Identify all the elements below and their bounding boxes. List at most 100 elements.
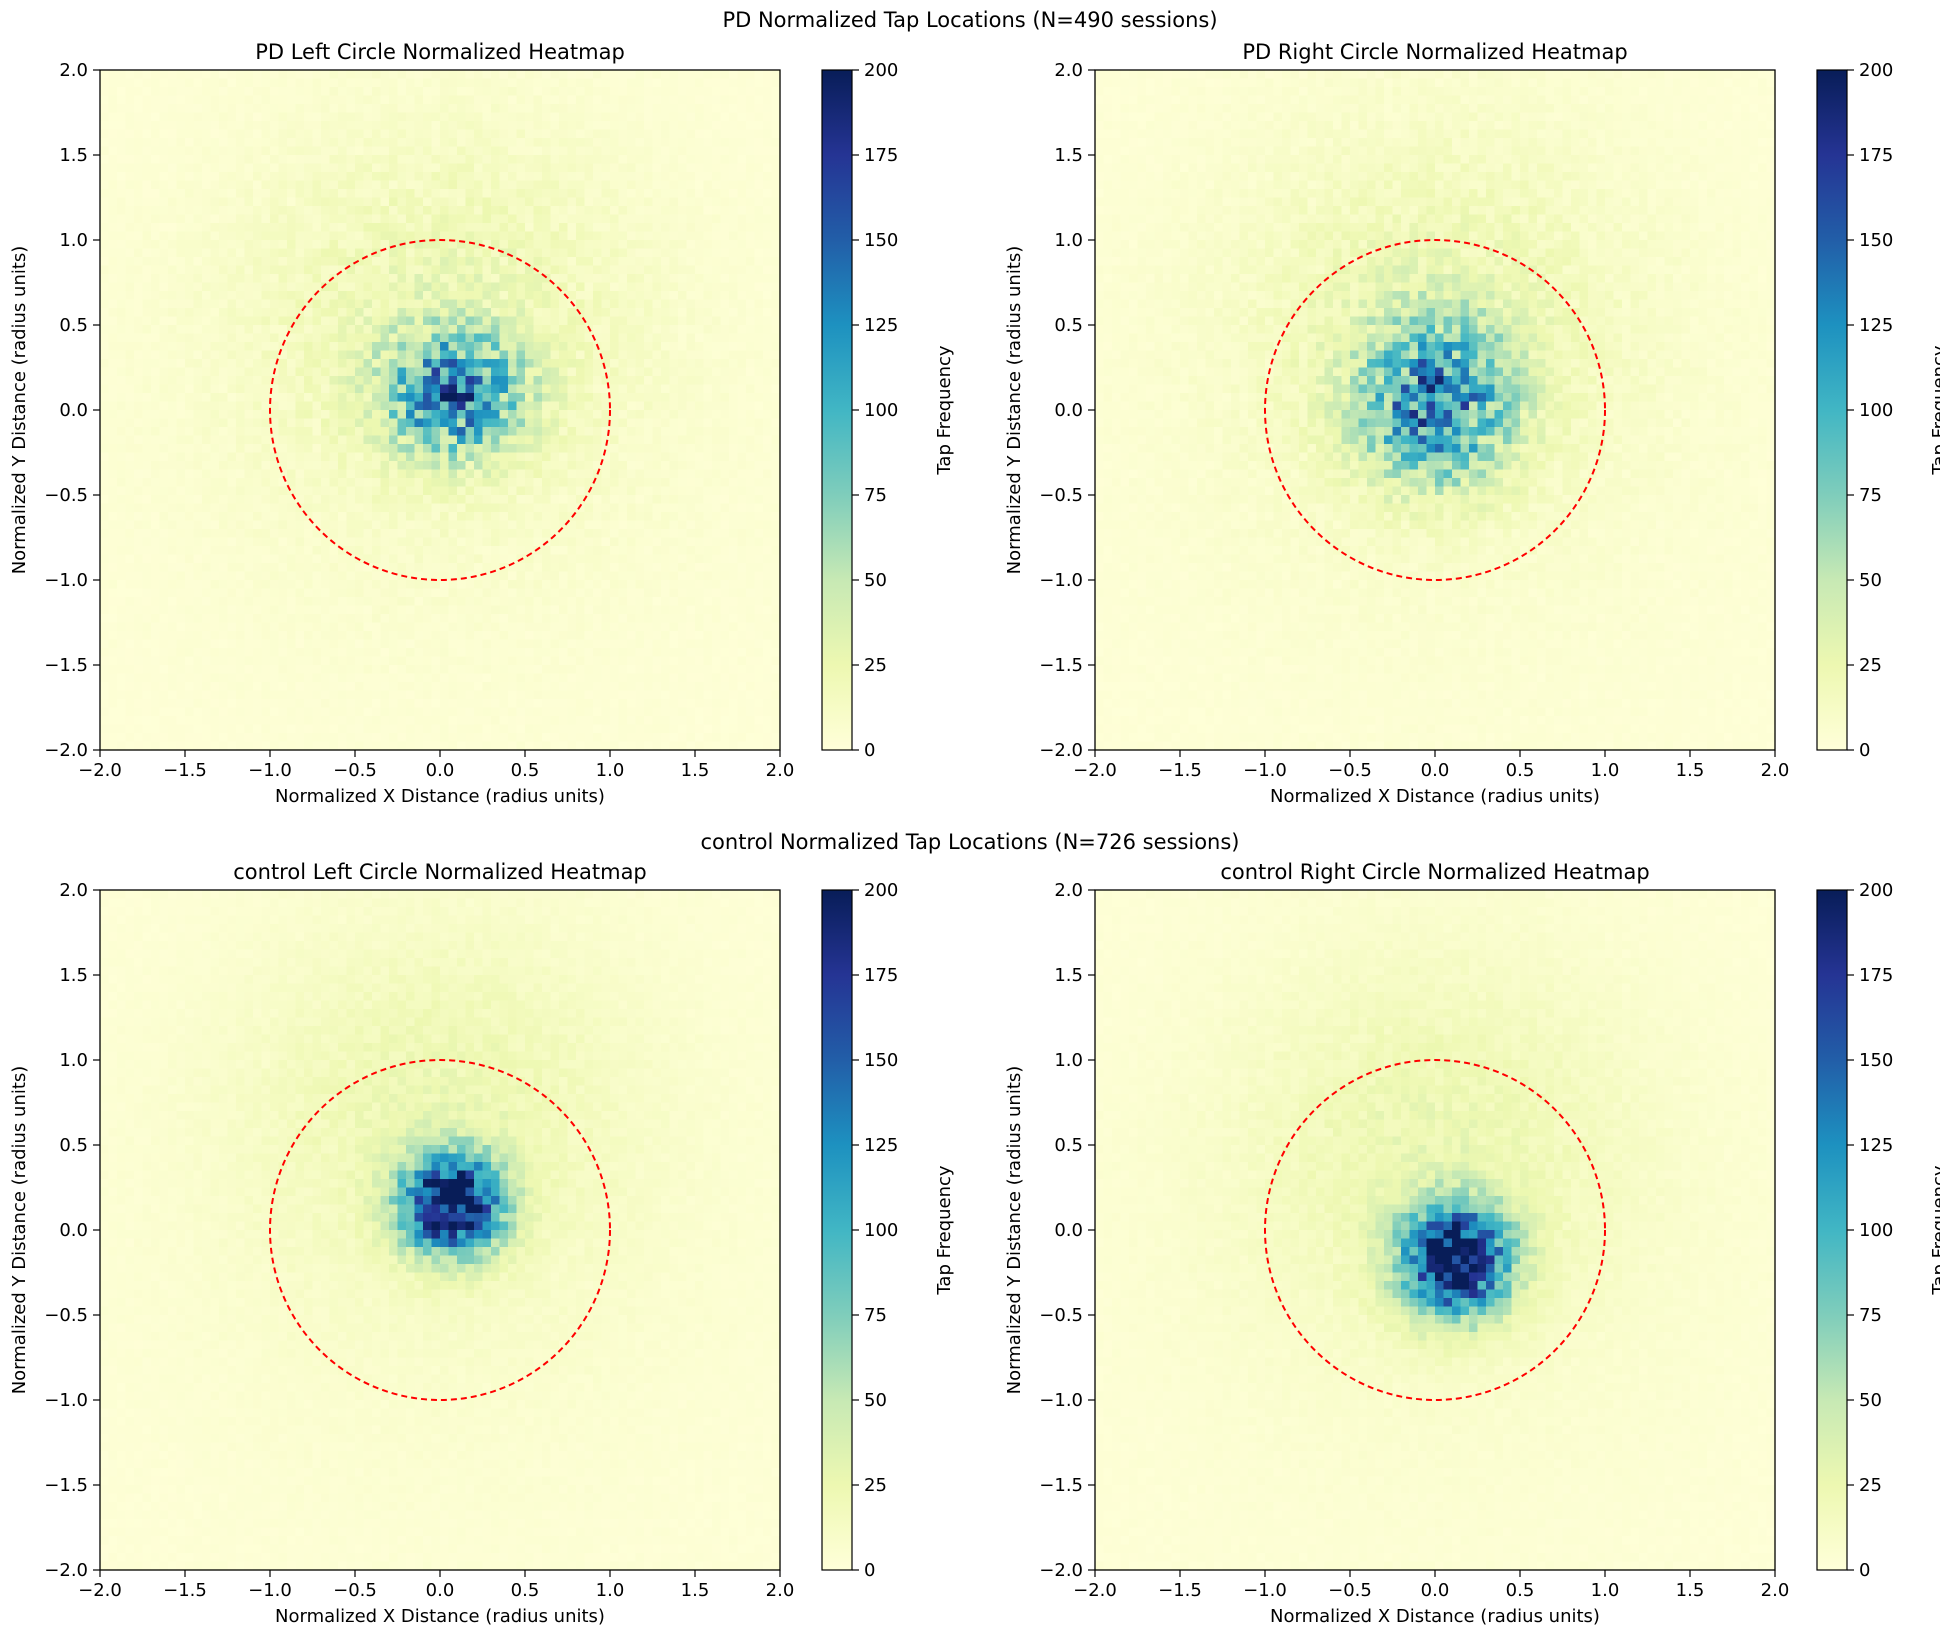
heatmap-cell xyxy=(177,249,186,258)
heatmap-cell xyxy=(126,657,135,666)
heatmap-cell xyxy=(287,563,296,572)
heatmap-cell xyxy=(160,495,169,504)
heatmap-cell xyxy=(253,266,262,275)
heatmap-cell xyxy=(270,121,279,130)
heatmap-cell xyxy=(160,232,169,241)
heatmap-cell xyxy=(143,427,152,436)
heatmap-cell xyxy=(194,368,203,377)
heatmap-cell xyxy=(270,699,279,708)
heatmap-cell xyxy=(228,665,237,674)
heatmap-cell xyxy=(109,606,118,615)
heatmap-cell xyxy=(168,572,177,581)
heatmap-cell xyxy=(117,266,126,275)
heatmap-cell xyxy=(296,631,305,640)
heatmap-cell xyxy=(168,733,177,742)
heatmap-cell xyxy=(117,529,126,538)
heatmap-cell xyxy=(126,597,135,606)
heatmap-cell xyxy=(151,308,160,317)
heatmap-cell xyxy=(245,623,254,632)
heatmap-cell xyxy=(134,215,143,224)
heatmap-cell xyxy=(245,512,254,521)
heatmap-cell xyxy=(194,317,203,326)
heatmap-cell xyxy=(296,699,305,708)
heatmap-cell xyxy=(287,198,296,207)
heatmap-cell xyxy=(100,453,109,462)
heatmap-cell xyxy=(236,274,245,283)
heatmap-cell xyxy=(100,376,109,385)
heatmap-cell xyxy=(177,130,186,139)
heatmap-cell xyxy=(117,283,126,292)
heatmap-cell xyxy=(228,640,237,649)
heatmap-cell xyxy=(177,172,186,181)
heatmap-cell xyxy=(151,478,160,487)
heatmap-cell xyxy=(177,640,186,649)
heatmap-cell xyxy=(270,538,279,547)
heatmap-cell xyxy=(287,223,296,232)
heatmap-cell xyxy=(194,657,203,666)
heatmap-cell xyxy=(185,147,194,156)
heatmap-cell xyxy=(117,427,126,436)
heatmap-cell xyxy=(202,121,211,130)
heatmap-cell xyxy=(185,674,194,683)
heatmap-cell xyxy=(100,223,109,232)
heatmap-cell xyxy=(126,733,135,742)
heatmap-cell xyxy=(151,393,160,402)
heatmap-cell xyxy=(228,470,237,479)
heatmap-cell xyxy=(100,283,109,292)
heatmap-cell xyxy=(177,206,186,215)
heatmap-cell xyxy=(202,189,211,198)
heatmap-cell xyxy=(253,334,262,343)
heatmap-cell xyxy=(228,189,237,198)
heatmap-cell xyxy=(211,291,220,300)
heatmap-cell xyxy=(202,351,211,360)
heatmap-cell xyxy=(134,232,143,241)
heatmap-cell xyxy=(270,657,279,666)
heatmap-cell xyxy=(253,419,262,428)
heatmap-cell xyxy=(126,249,135,258)
heatmap-cell xyxy=(279,104,288,113)
heatmap-cell xyxy=(270,606,279,615)
heatmap-cell xyxy=(177,147,186,156)
heatmap-cell xyxy=(126,172,135,181)
heatmap-cell xyxy=(177,121,186,130)
heatmap-cell xyxy=(236,691,245,700)
heatmap-cell xyxy=(177,308,186,317)
heatmap-cell xyxy=(100,589,109,598)
heatmap-cell xyxy=(219,274,228,283)
heatmap-cell xyxy=(194,121,203,130)
heatmap-cell xyxy=(185,512,194,521)
heatmap-cell xyxy=(194,155,203,164)
heatmap-cell xyxy=(185,444,194,453)
heatmap-cell xyxy=(126,461,135,470)
heatmap-cell xyxy=(253,640,262,649)
heatmap-cell xyxy=(134,665,143,674)
heatmap-cell xyxy=(228,70,237,79)
heatmap-cell xyxy=(151,359,160,368)
heatmap-cell xyxy=(126,589,135,598)
heatmap-cell xyxy=(270,648,279,657)
heatmap-cell xyxy=(160,138,169,147)
heatmap-cell xyxy=(228,308,237,317)
heatmap-cell xyxy=(270,529,279,538)
heatmap-cell xyxy=(202,708,211,717)
heatmap-cell xyxy=(126,266,135,275)
heatmap-cell xyxy=(151,572,160,581)
heatmap-cell xyxy=(109,79,118,88)
heatmap-cell xyxy=(100,742,109,751)
heatmap-cell xyxy=(296,79,305,88)
heatmap-cell xyxy=(219,589,228,598)
heatmap-cell xyxy=(228,597,237,606)
heatmap-cell xyxy=(185,572,194,581)
heatmap-cell xyxy=(253,206,262,215)
heatmap-cell xyxy=(202,563,211,572)
heatmap-cell xyxy=(100,351,109,360)
heatmap-cell xyxy=(109,478,118,487)
heatmap-cell xyxy=(287,138,296,147)
heatmap-cell xyxy=(202,206,211,215)
heatmap-cell xyxy=(168,716,177,725)
heatmap-cell xyxy=(287,453,296,462)
heatmap-cell xyxy=(168,104,177,113)
heatmap-cell xyxy=(253,410,262,419)
heatmap-cell xyxy=(109,521,118,530)
heatmap-cell xyxy=(245,614,254,623)
